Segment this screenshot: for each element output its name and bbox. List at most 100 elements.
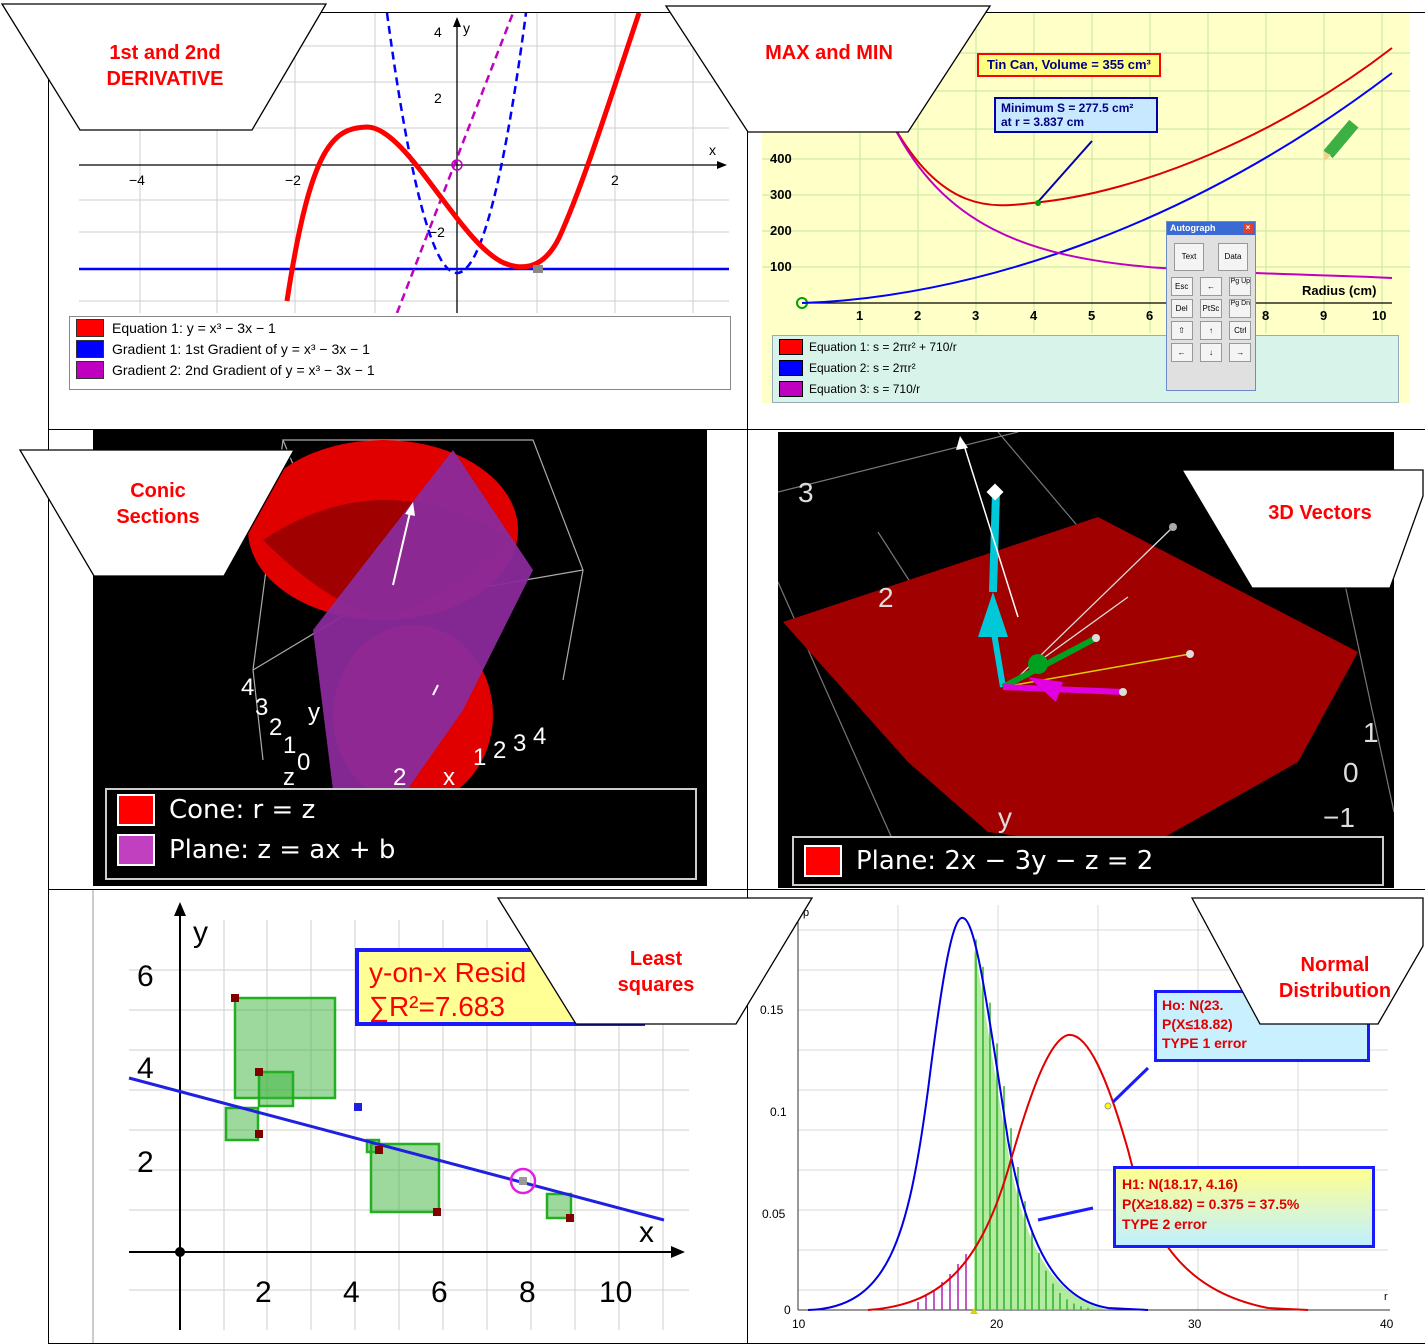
derivative-y-label: y <box>463 20 470 36</box>
pgup-key[interactable]: Pg Up <box>1229 277 1252 296</box>
leastsq-xtick: 10 <box>599 1276 632 1309</box>
right-key[interactable]: → <box>1229 343 1252 362</box>
normal-ytick: 0.05 <box>762 1207 786 1221</box>
callout-line: Normal <box>1300 954 1370 976</box>
callout-vectors: 3D Vectors <box>1180 466 1425 592</box>
callout-leastsq: Least squares <box>496 894 816 1028</box>
maxmin-x-label: Radius (cm) <box>1302 283 1376 298</box>
min-box-line: at r = 3.837 cm <box>1001 115 1085 129</box>
leastsq-xtick: 2 <box>255 1276 272 1309</box>
conic-axis-text: 2 <box>269 714 282 741</box>
h0-line: Ho: N(23. <box>1162 997 1224 1013</box>
maxmin-xtick: 9 <box>1320 308 1327 323</box>
normal-x-label: r <box>1384 1291 1388 1303</box>
first-derivative-curve <box>385 13 528 275</box>
conic-axis-text: 1 <box>283 732 296 759</box>
normal-ytick: 0.1 <box>770 1105 787 1119</box>
back-key[interactable]: ← <box>1199 277 1222 296</box>
maxmin-curve-s <box>891 47 1393 207</box>
toolbox-titlebar[interactable]: Autograph × <box>1167 222 1255 235</box>
maxmin-ytick: 200 <box>770 223 792 238</box>
regression-line[interactable] <box>128 1076 665 1222</box>
derivative-x-label: x <box>709 142 716 158</box>
normal-xtick: 40 <box>1380 1317 1394 1331</box>
callout-line: Conic <box>130 480 186 502</box>
legend-text: Cone: r = z <box>169 795 316 825</box>
legend-item[interactable]: Gradient 2: 2nd Gradient of y = x³ − 3x … <box>70 359 730 380</box>
legend-item[interactable]: Equation 1: s = 2πr² + 710/r <box>773 336 1398 357</box>
callout-derivative: 1st and 2nd DERIVATIVE <box>0 0 330 134</box>
derivative-xtick: −4 <box>129 172 145 188</box>
h0-line: P(X≤18.82) <box>1162 1016 1233 1032</box>
maxmin-xtick: 8 <box>1262 308 1269 323</box>
data-button[interactable]: Data <box>1218 243 1248 271</box>
callout-normal: Normal Distribution <box>1190 894 1425 1028</box>
leastsq-graph[interactable]: x y 2 4 6 8 10 6 4 2 <box>49 890 748 1344</box>
del-key[interactable]: Del <box>1170 299 1193 318</box>
legend-item[interactable]: Plane: 2x − 3y − z = 2 <box>794 838 1382 884</box>
callout-line: squares <box>617 974 695 996</box>
conic-axis-text: 2 <box>493 737 506 764</box>
autograph-toolbox[interactable]: Autograph × Text Data Esc ← Pg Up Del Pt… <box>1166 221 1256 391</box>
vectors-axis-num: −1 <box>1323 802 1355 833</box>
prtsc-key[interactable]: PtSc <box>1199 299 1222 318</box>
conic-axis-text: 1 <box>473 744 486 771</box>
ctrl-key[interactable]: Ctrl <box>1229 321 1252 340</box>
down-key[interactable]: ↓ <box>1199 343 1222 362</box>
legend-item[interactable]: Equation 2: s = 2πr² <box>773 357 1398 378</box>
normal-xtick: 20 <box>990 1317 1004 1331</box>
h1-line: TYPE 2 error <box>1122 1216 1207 1232</box>
residual-line: y-on-x Resid <box>369 957 527 988</box>
legend-item[interactable]: Gradient 1: 1st Gradient of y = x³ − 3x … <box>70 338 730 359</box>
h1-box[interactable]: H1: N(18.17, 4.16) P(X≥18.82) = 0.375 = … <box>1113 1166 1375 1248</box>
legend-swatch <box>779 338 803 355</box>
vectors-plane <box>783 517 1358 852</box>
page-grid: x y −4 −2 2 4 2 −2 Equation 1: y = x³ − … <box>48 12 1425 1344</box>
vectors-axis-num: y <box>998 802 1012 833</box>
maxmin-graph[interactable]: 400 300 200 100 1 2 3 4 5 6 7 8 9 10 Rad… <box>762 13 1410 403</box>
callout-line: 3D Vectors <box>1268 502 1372 524</box>
conic-axis-text: 4 <box>533 723 546 750</box>
equation1-curve <box>284 13 642 302</box>
conic-axis-text: y <box>308 699 320 726</box>
pgdn-key[interactable]: Pg Dn <box>1229 299 1252 318</box>
normal-ytick: 0 <box>784 1303 791 1317</box>
legend-item[interactable]: Equation 1: y = x³ − 3x − 1 <box>70 317 730 338</box>
callout-maxmin: MAX and MIN <box>664 2 994 136</box>
shift-key[interactable]: ⇧ <box>1170 321 1193 340</box>
normal-xtick: 30 <box>1188 1317 1202 1331</box>
legend-item[interactable]: Equation 3: s = 710/r <box>773 378 1398 399</box>
maxmin-ytick: 300 <box>770 187 792 202</box>
esc-key[interactable]: Esc <box>1170 277 1193 296</box>
h1-line: H1: N(18.17, 4.16) <box>1122 1176 1238 1192</box>
text-button[interactable]: Text <box>1174 243 1204 271</box>
derivative-xtick: −2 <box>285 172 301 188</box>
derivative-ytick: −2 <box>429 224 445 240</box>
maxmin-title-box[interactable]: Tin Can, Volume = 355 cm³ <box>977 53 1161 77</box>
pencil-icon[interactable] <box>1317 115 1365 165</box>
legend-item[interactable]: Plane: z = ax + b <box>107 830 695 870</box>
callout-line: DERIVATIVE <box>106 68 224 90</box>
callout-line: Sections <box>116 506 200 528</box>
derivative-legend: Equation 1: y = x³ − 3x − 1 Gradient 1: … <box>69 316 731 390</box>
maxmin-min-box[interactable]: Minimum S = 277.5 cm² at r = 3.837 cm <box>994 97 1158 133</box>
legend-text: Gradient 1: 1st Gradient of y = x³ − 3x … <box>112 340 370 357</box>
legend-text: Equation 2: s = 2πr² <box>809 360 916 375</box>
legend-text: Equation 1: s = 2πr² + 710/r <box>809 339 957 354</box>
derivative-xtick: 2 <box>611 172 619 188</box>
leastsq-x-label: x <box>639 1216 654 1249</box>
derivative-graph[interactable]: x y −4 −2 2 4 2 −2 <box>49 13 748 313</box>
conic-axis-text: z <box>283 764 295 791</box>
leastsq-xtick: 6 <box>431 1276 448 1309</box>
panel-derivative: x y −4 −2 2 4 2 −2 Equation 1: y = x³ − … <box>49 13 748 430</box>
panel-normal: p r 0.15 0.1 0.05 0 10 20 30 40 <box>748 890 1425 1344</box>
legend-text: Plane: z = ax + b <box>169 835 396 865</box>
h1-shaded-area <box>974 950 1108 1310</box>
legend-item[interactable]: Cone: r = z <box>107 790 695 830</box>
leastsq-ytick: 4 <box>137 1052 154 1085</box>
close-icon[interactable]: × <box>1243 223 1253 233</box>
toolbox-title: Autograph <box>1170 223 1216 233</box>
maxmin-xtick: 4 <box>1030 308 1038 323</box>
left-key[interactable]: ← <box>1170 343 1193 362</box>
up-key[interactable]: ↑ <box>1199 321 1222 340</box>
